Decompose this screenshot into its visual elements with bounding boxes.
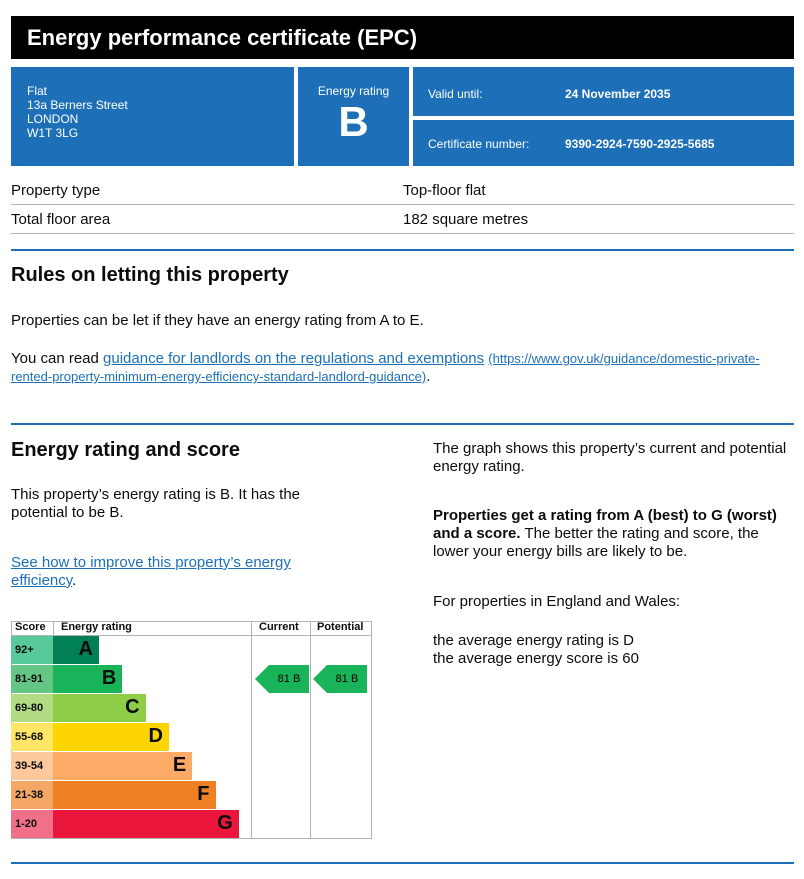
title-bar: Energy performance certificate (EPC) <box>11 16 794 59</box>
score-paragraph: This property’s energy rating is B. It h… <box>11 486 301 521</box>
property-type-row: Property type Top-floor flat <box>11 177 794 205</box>
certificate-number: 9390-2924-7590-2925-5685 <box>565 137 715 151</box>
certificate-box: Certificate number: 9390-2924-7590-2925-… <box>413 120 794 166</box>
floor-area-value: 182 square metres <box>403 211 529 228</box>
letting-guidance-paragraph: You can read guidance for landlords on t… <box>11 350 771 386</box>
address-line: Flat <box>27 84 48 98</box>
graph-header-potential: Potential <box>317 621 364 633</box>
band-letter-a: A <box>78 638 93 660</box>
band-bar-e: E <box>53 752 193 780</box>
band-score-f: 21-38 <box>11 781 53 809</box>
score-heading: Energy rating and score <box>11 439 240 461</box>
valid-until-label: Valid until: <box>428 87 483 101</box>
band-score-e: 39-54 <box>11 752 53 780</box>
graph-divider-potential <box>310 621 311 839</box>
graph-border-top <box>11 621 372 622</box>
guidance-suffix: . <box>426 368 431 385</box>
energy-rating-box: Energy rating B <box>298 67 409 166</box>
average-score-text: the average energy score is 60 <box>433 650 639 667</box>
graph-divider-current <box>251 621 252 839</box>
section-divider <box>11 862 794 864</box>
valid-until-value: 24 November 2035 <box>565 87 671 101</box>
band-bar-g: G <box>53 810 239 838</box>
address-line: 13a Berners Street <box>27 98 128 112</box>
band-score-g: 1-20 <box>11 810 53 838</box>
property-type-label: Property type <box>11 182 101 199</box>
page-title: Energy performance certificate (EPC) <box>27 25 418 50</box>
improve-suffix: . <box>72 572 77 589</box>
floor-area-row: Total floor area 182 square metres <box>11 206 794 234</box>
valid-until-box: Valid until: 24 November 2035 <box>413 67 794 116</box>
rating-explanation-rest: The better the rating and score, the low… <box>433 525 759 560</box>
band-bar-a: A <box>53 636 99 664</box>
address-line: W1T 3LG <box>27 126 79 140</box>
floor-area-label: Total floor area <box>11 211 111 228</box>
england-wales-text: For properties in England and Wales: <box>433 593 681 610</box>
address-line: LONDON <box>27 112 79 126</box>
guidance-url-link[interactable]: (https://www.gov.uk/guidance/domestic-pr… <box>11 351 760 384</box>
band-score-d: 55-68 <box>11 723 53 751</box>
band-score-c: 69-80 <box>11 694 53 722</box>
band-score-b: 81-91 <box>11 665 53 693</box>
letting-heading: Rules on letting this property <box>11 264 289 286</box>
band-letter-e: E <box>172 754 187 776</box>
certificate-label: Certificate number: <box>428 137 530 151</box>
section-divider <box>11 249 794 251</box>
band-letter-f: F <box>197 783 210 805</box>
band-bar-b: B <box>53 665 123 693</box>
graph-border-right <box>371 621 372 839</box>
epc-graph: Score Energy rating Current Potential 92… <box>11 621 372 841</box>
energy-rating-label: Energy rating <box>317 84 390 98</box>
band-letter-d: D <box>148 725 163 747</box>
graph-header-energy-rating: Energy rating <box>61 621 132 633</box>
rating-explanation-bold: Properties get a rating from A (best) to… <box>433 507 777 542</box>
average-rating-text: the average energy rating is D <box>433 632 634 649</box>
current-rating-label: 81 B <box>269 665 309 693</box>
energy-rating-value: B <box>338 98 369 145</box>
rating-explanation: Properties get a rating from A (best) to… <box>433 507 795 561</box>
graph-divider-score <box>53 621 54 635</box>
graph-header-score: Score <box>15 621 46 633</box>
graph-header-line <box>11 635 372 636</box>
letting-paragraph: Properties can be let if they have an en… <box>11 312 424 329</box>
potential-rating-arrow: 81 B <box>313 665 367 693</box>
band-score-a: 92+ <box>11 636 53 664</box>
current-rating-arrow: 81 B <box>255 665 309 693</box>
guidance-prefix: You can read <box>11 350 104 367</box>
improve-paragraph: See how to improve this property’s energ… <box>11 554 331 590</box>
guidance-link[interactable]: guidance for landlords on the regulation… <box>103 350 485 367</box>
band-letter-b: B <box>101 667 117 689</box>
property-type-value: Top-floor flat <box>403 182 486 199</box>
band-bar-d: D <box>53 723 169 751</box>
graph-header-current: Current <box>259 621 299 633</box>
band-bar-f: F <box>53 781 216 809</box>
potential-rating-label: 81 B <box>327 665 367 693</box>
band-letter-g: G <box>217 812 233 834</box>
address-box: Flat 13a Berners Street LONDON W1T 3LG <box>11 67 294 166</box>
improve-efficiency-link[interactable]: See how to improve this property’s energ… <box>11 554 291 589</box>
graph-border-bottom <box>11 838 372 839</box>
graph-explanation: The graph shows this property’s current … <box>433 440 787 475</box>
band-bar-c: C <box>53 694 146 722</box>
band-letter-c: C <box>125 696 140 718</box>
section-divider <box>11 423 794 425</box>
